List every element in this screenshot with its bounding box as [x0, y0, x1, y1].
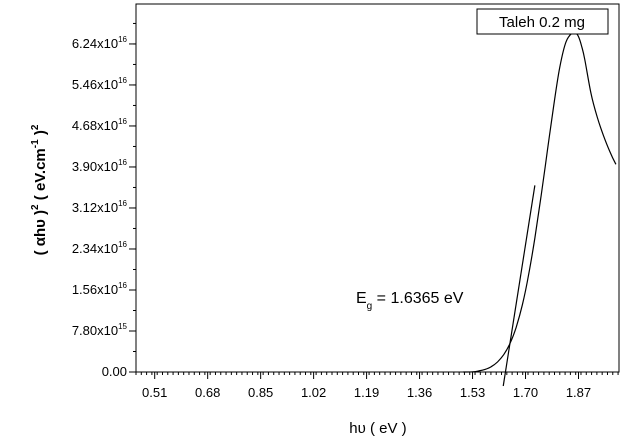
- y-title-close: ): [32, 130, 49, 139]
- y-tick-label: 3.90x1016: [72, 158, 128, 174]
- y-axis-title: ( αhυ )2 ( eV.cm-1 )2: [30, 124, 49, 255]
- band-gap-annotation: Eg = 1.6365 eV: [356, 290, 464, 312]
- y-tick-label: 7.80x1015: [72, 322, 128, 338]
- y-title-open-sup: 2: [30, 204, 41, 210]
- y-title-mid: ( eV.cm: [32, 148, 49, 204]
- y-title-mid-sup: -1: [30, 139, 41, 148]
- y-title-close-sup: 2: [30, 124, 41, 130]
- legend: Taleh 0.2 mg: [476, 8, 609, 35]
- annotation-prefix: E: [356, 290, 367, 307]
- x-tick-label: 1.87: [566, 385, 591, 400]
- x-tick-label: 1.53: [460, 385, 485, 400]
- annotation-subscript: g: [367, 301, 373, 312]
- y-tick-label: 6.24x1016: [72, 35, 128, 51]
- y-tick-label: 1.56x1016: [72, 281, 128, 297]
- y-tick-label: 3.12x1016: [72, 199, 128, 215]
- x-tick-label: 1.19: [354, 385, 379, 400]
- y-tick-label: 4.68x1016: [72, 117, 128, 133]
- legend-box: [476, 8, 609, 35]
- tangent-line: [502, 185, 536, 387]
- plot-frame: [135, 3, 620, 373]
- x-tick-label: 0.85: [248, 385, 273, 400]
- x-tick-label: 1.36: [407, 385, 432, 400]
- y-tick-label: 2.34x1016: [72, 240, 128, 256]
- y-tick-label: 0.00: [102, 364, 127, 379]
- x-axis-title: hυ ( eV ): [349, 420, 406, 437]
- y-tick-label: 5.46x1016: [72, 76, 128, 92]
- y-title-open: ( αhυ ): [32, 210, 49, 255]
- x-tick-label: 1.02: [301, 385, 326, 400]
- y-axis-ticks: 0.00 7.80x1015 1.56x1016 2.34x1016 3.12x1016…: [72, 22, 136, 379]
- annotation-value: = 1.6365 eV: [372, 290, 464, 307]
- x-tick-label: 0.68: [195, 385, 220, 400]
- x-tick-label: 0.51: [142, 385, 167, 400]
- x-tick-label: 1.70: [513, 385, 538, 400]
- absorption-curve: [463, 31, 617, 373]
- x-axis-ticks: 0.51 0.68 0.85 1.02 1.19 1.36 1.53 1.70 1.87: [135, 372, 619, 400]
- legend-label: Taleh 0.2 mg: [499, 14, 585, 31]
